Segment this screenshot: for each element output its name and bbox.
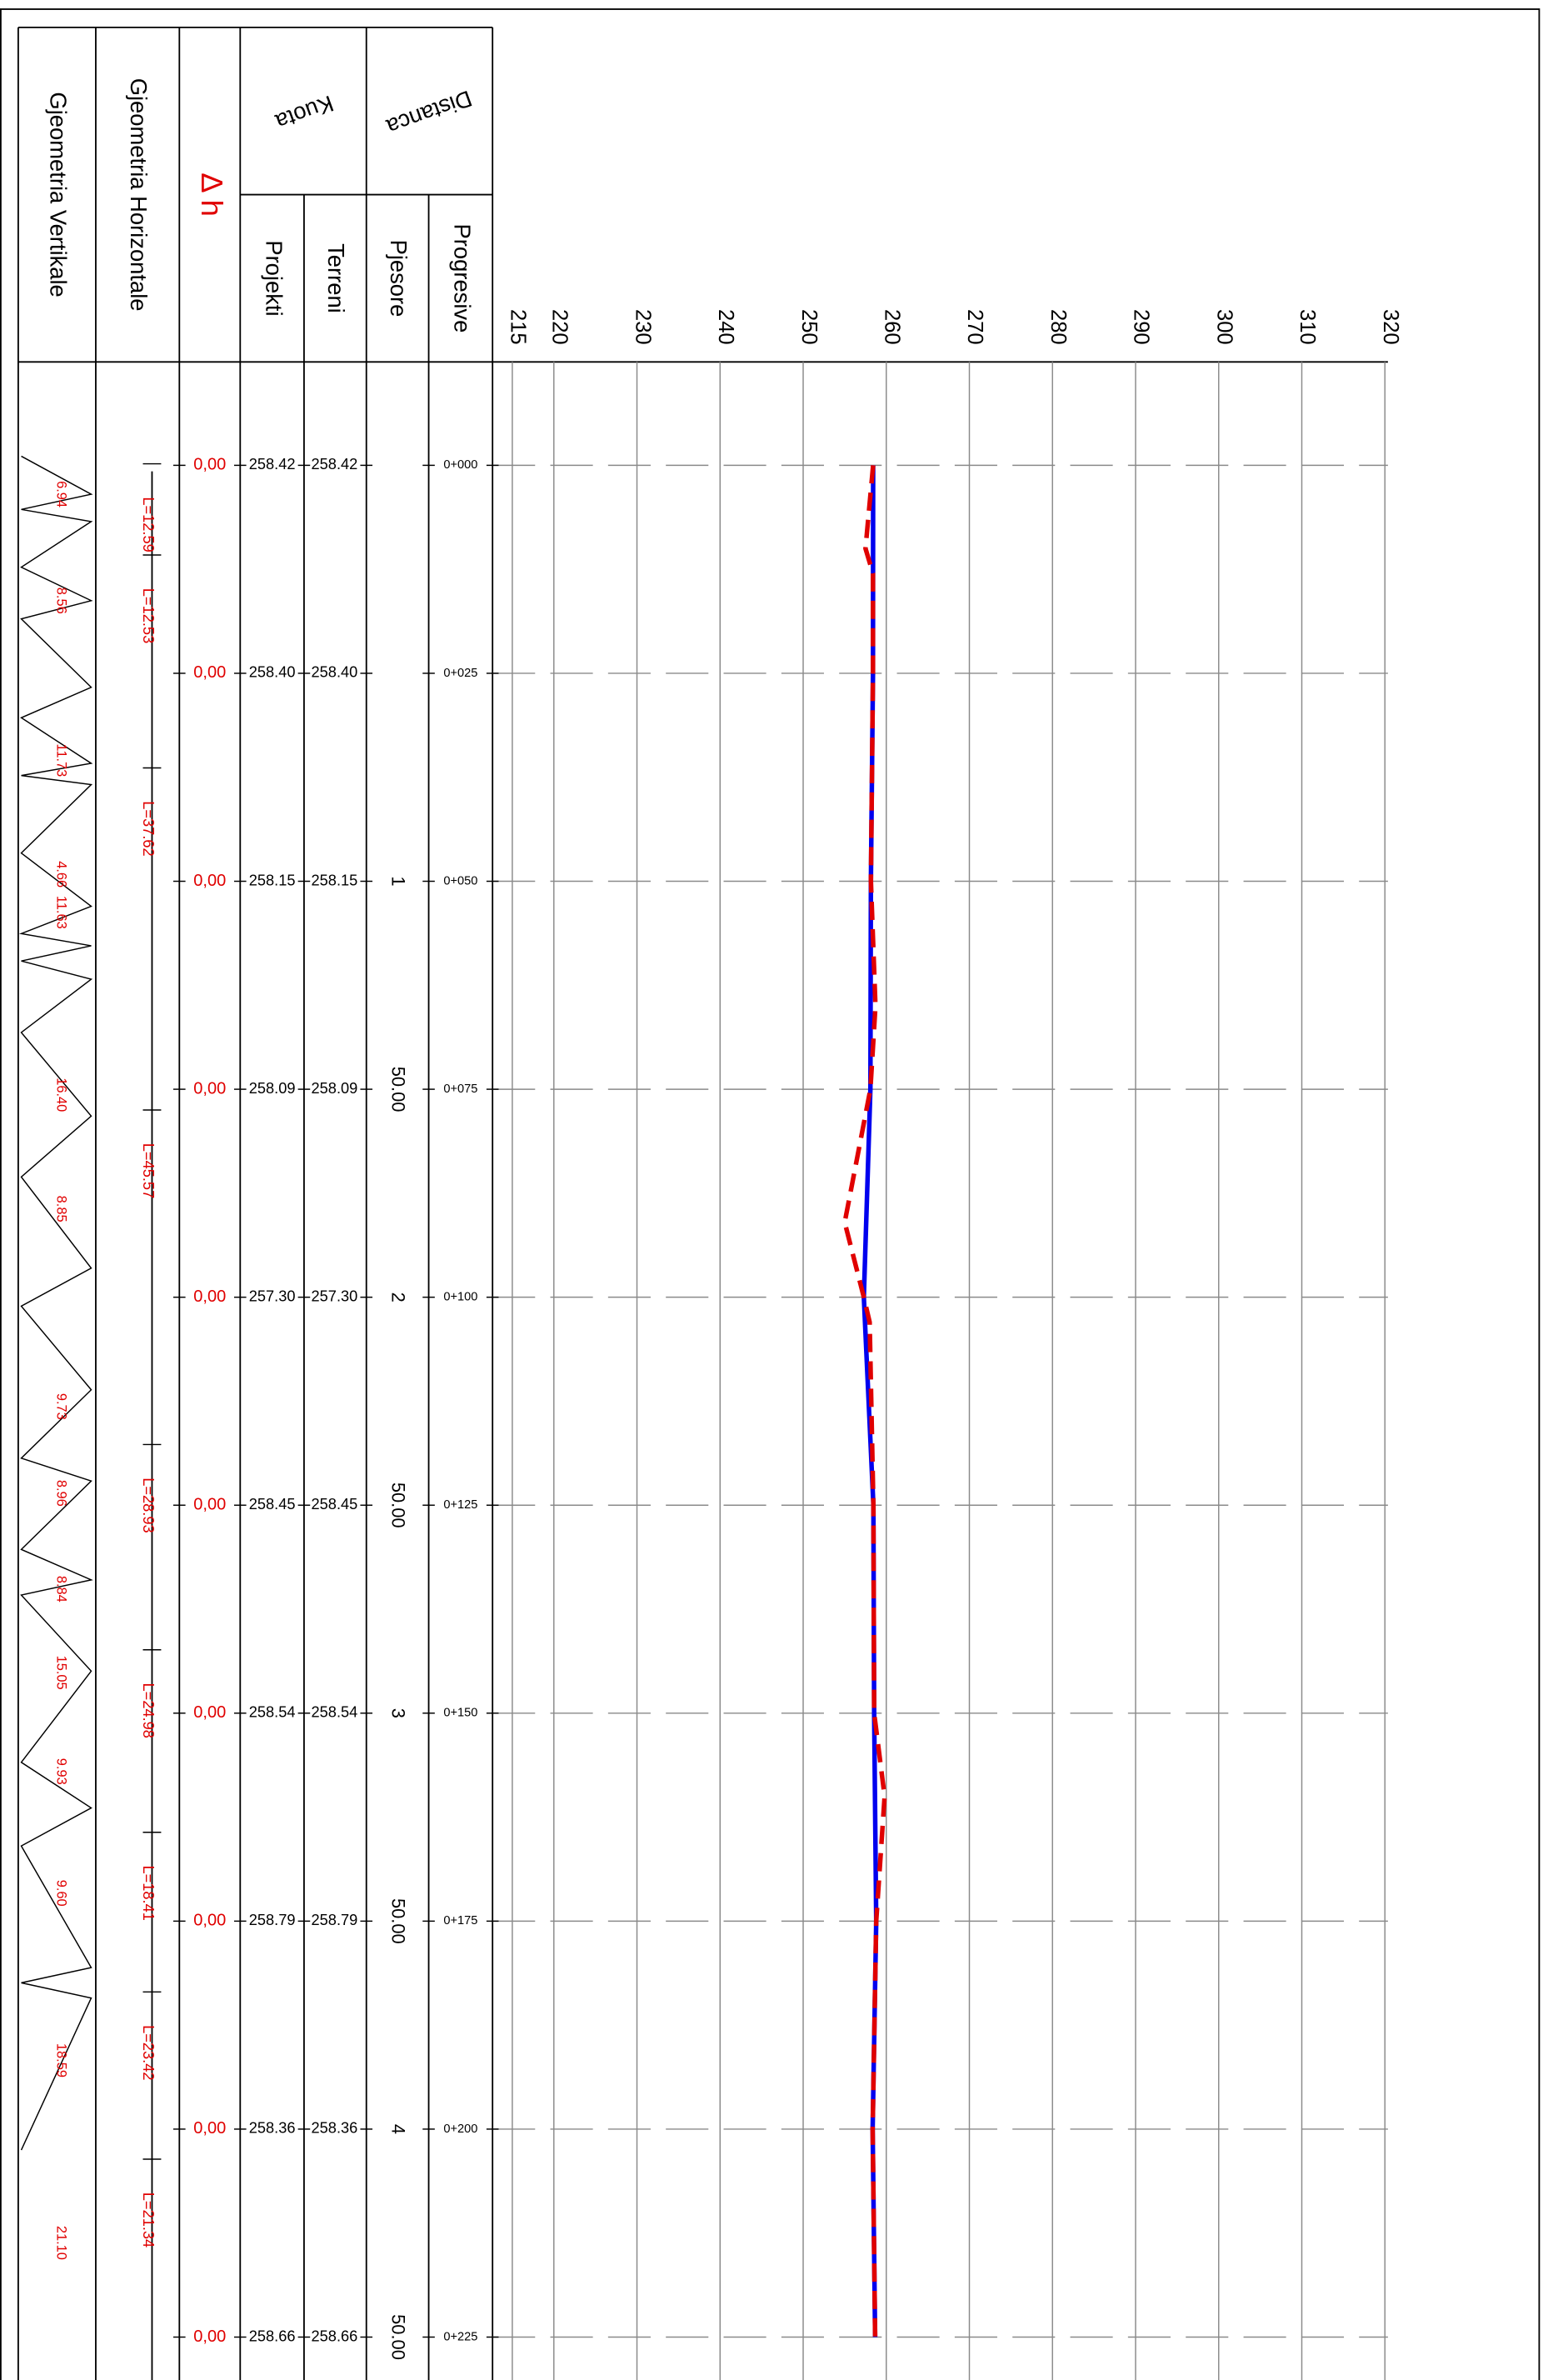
- horizontal-geometry-label: L=21.34: [140, 2192, 157, 2248]
- horizontal-geometry-label: L=24.98: [140, 1683, 157, 1738]
- elevation-label: 258.15: [312, 871, 358, 888]
- profile-line: [842, 465, 887, 2338]
- y-tick-label: 280: [1046, 309, 1070, 345]
- delta-h: 0,00: [193, 1703, 226, 1722]
- delta-h: 0,00: [193, 456, 226, 474]
- vertical-geometry-label: 8.85: [54, 1196, 69, 1222]
- elevation-label: 258.15: [249, 871, 296, 888]
- y-tick-label: 215: [507, 309, 530, 345]
- horizontal-geometry-label: L=18.41: [140, 1865, 157, 1920]
- y-tick-label: 300: [1212, 309, 1236, 345]
- elevation-label: 258.66: [249, 2327, 296, 2344]
- delta-h: 0,00: [193, 1496, 226, 1514]
- delta-h: 0,00: [193, 1079, 226, 1098]
- horizontal-geometry-label: L=12.53: [140, 588, 157, 643]
- vertical-geometry-label: 8.96: [54, 1480, 69, 1507]
- vertical-geometry-label: 9.93: [54, 1758, 69, 1785]
- column-title: Pjesore: [386, 240, 412, 318]
- partial-distance: 50.00: [387, 1898, 408, 1944]
- delta-h: 0,00: [193, 1912, 226, 1930]
- elevation-label: 257.30: [312, 1287, 358, 1304]
- elevation-label: 258.54: [249, 1703, 296, 1721]
- vertical-geometry-label: 11.73: [54, 743, 69, 777]
- elevation-label: 258.09: [249, 1079, 296, 1097]
- column-title: Projekti: [261, 240, 287, 316]
- station-label: 0+100: [443, 1291, 477, 1304]
- elevation-label: 258.42: [312, 455, 358, 472]
- column-title: Δ h: [195, 172, 229, 217]
- vertical-geometry-label: 21.10: [54, 2226, 69, 2260]
- station-label: 0+000: [443, 458, 477, 472]
- partial-distance: 2: [387, 1292, 408, 1302]
- station-label: 0+075: [443, 1082, 477, 1096]
- y-tick-label: 320: [1379, 309, 1402, 345]
- y-tick-label: 240: [714, 309, 737, 345]
- elevation-label: 257.30: [249, 1287, 296, 1304]
- column-title: Gjeometria Vertikale: [45, 92, 71, 297]
- delta-h: 0,00: [193, 2328, 226, 2346]
- vertical-geometry-label: 15.05: [54, 1656, 69, 1690]
- elevation-label: 258.09: [312, 1079, 358, 1097]
- vertical-geometry-label: 16.40: [54, 1078, 69, 1112]
- delta-h: 0,00: [193, 663, 226, 682]
- elevation-label: 258.36: [249, 2119, 296, 2137]
- vertical-geometry-label: 4.66: [54, 861, 69, 888]
- station-label: 0+200: [443, 2122, 477, 2136]
- horizontal-geometry-label: L=28.93: [140, 1478, 157, 1532]
- elevation-label: 258.54: [312, 1703, 358, 1721]
- delta-h: 0,00: [193, 1288, 226, 1306]
- horizontal-geometry-label: L=12.59: [140, 497, 157, 552]
- y-tick-label: 220: [547, 309, 571, 345]
- station-label: 0+125: [443, 1498, 477, 1512]
- elevation-label: 258.45: [312, 1495, 358, 1512]
- partial-distance: 1: [387, 876, 408, 886]
- y-tick-label: 310: [1296, 309, 1319, 345]
- delta-h: 0,00: [193, 2119, 226, 2138]
- elevation-label: 258.79: [249, 1911, 296, 1928]
- horizontal-geometry-label: L=37.62: [140, 801, 157, 856]
- partial-distance: 3: [387, 1708, 408, 1718]
- column-title: Terreni: [323, 243, 349, 313]
- horizontal-geometry-label: L=45.57: [140, 1143, 157, 1198]
- group-title: Kuota: [272, 91, 337, 136]
- horizontal-geometry-label: L=23.42: [140, 2025, 157, 2080]
- sheet-border: [0, 8, 1541, 2380]
- station-label: 0+025: [443, 667, 477, 680]
- elevation-label: 258.36: [312, 2119, 358, 2137]
- vertical-geometry-label: 6.94: [54, 481, 69, 508]
- station-label: 0+175: [443, 1914, 477, 1928]
- y-tick-label: 250: [797, 309, 821, 345]
- elevation-label: 258.40: [312, 663, 358, 681]
- vertical-geometry-label: 18.59: [54, 2043, 69, 2078]
- group-title: Distanca: [382, 86, 475, 141]
- elevation-label: 258.66: [312, 2327, 358, 2344]
- y-tick-label: 270: [963, 309, 986, 345]
- station-label: 0+225: [443, 2330, 477, 2343]
- station-label: 0+050: [443, 874, 477, 888]
- partial-distance: 4: [387, 2124, 408, 2134]
- delta-h: 0,00: [193, 872, 226, 890]
- column-title: Progresive: [450, 224, 476, 333]
- station-label: 0+150: [443, 1707, 477, 1720]
- elevation-label: 258.40: [249, 663, 296, 681]
- elevation-label: 258.45: [249, 1495, 296, 1512]
- partial-distance: 50.00: [387, 1482, 408, 1528]
- vertical-geometry-label: 9.73: [54, 1393, 69, 1420]
- partial-distance: 50.00: [387, 1067, 408, 1112]
- y-tick-label: 230: [631, 309, 654, 345]
- vertical-geometry-label: 8.56: [54, 588, 69, 614]
- y-tick-label: 290: [1130, 309, 1153, 345]
- vertical-geometry-label: 11.63: [54, 896, 69, 929]
- column-title: Gjeometria Horizontale: [126, 78, 152, 312]
- partial-distance: 50.00: [387, 2314, 408, 2360]
- elevation-label: 258.42: [249, 455, 296, 472]
- y-tick-label: 260: [880, 309, 903, 345]
- elevation-label: 258.79: [312, 1911, 358, 1928]
- table-frame: [17, 26, 1388, 2380]
- vertical-geometry-label: 8.84: [54, 1576, 69, 1602]
- vertical-geometry-zigzag: [18, 455, 93, 2151]
- vertical-geometry-label: 9.60: [54, 1880, 69, 1907]
